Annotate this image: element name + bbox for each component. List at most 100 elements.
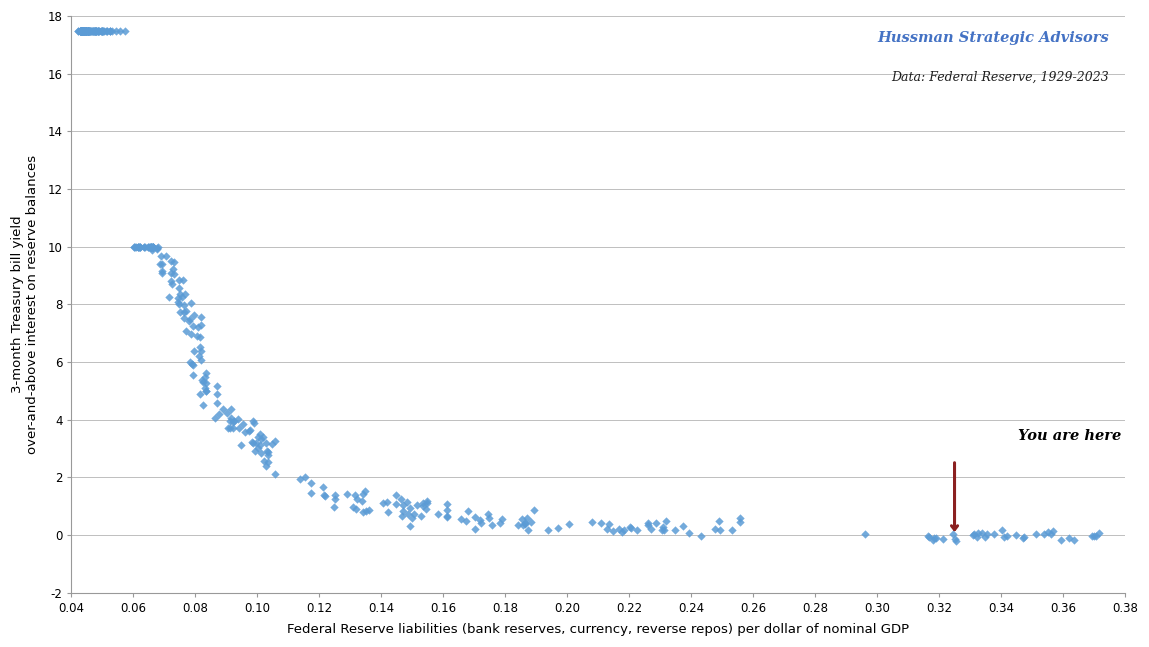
Point — [480, 512, 499, 523]
Point — [408, 499, 426, 510]
Point — [338, 488, 356, 499]
Point — [179, 316, 198, 326]
Point — [248, 432, 267, 443]
Point — [172, 292, 191, 302]
Point — [1007, 531, 1025, 541]
Point — [93, 25, 111, 36]
Point — [394, 505, 412, 516]
Point — [978, 529, 996, 539]
Point — [163, 279, 182, 289]
Point — [438, 505, 456, 515]
Point — [75, 25, 93, 36]
Point — [229, 413, 247, 424]
Point — [348, 494, 367, 505]
Point — [75, 25, 93, 36]
Point — [985, 529, 1003, 539]
Point — [223, 417, 241, 427]
Point — [84, 25, 102, 36]
Point — [88, 25, 107, 36]
Point — [79, 25, 98, 36]
Point — [418, 496, 437, 506]
Point — [373, 498, 392, 509]
Point — [72, 25, 91, 36]
Point — [90, 25, 108, 36]
Point — [393, 510, 411, 521]
Point — [142, 245, 161, 256]
Point — [709, 516, 727, 526]
Point — [72, 25, 91, 36]
Point — [257, 446, 276, 456]
Point — [75, 25, 93, 36]
Point — [74, 25, 92, 36]
Point — [72, 25, 91, 36]
Point — [184, 321, 202, 331]
Point — [175, 307, 193, 318]
Point — [94, 25, 113, 36]
Point — [161, 256, 179, 266]
Point — [144, 241, 162, 252]
Point — [87, 25, 106, 36]
Point — [83, 25, 101, 36]
Point — [69, 25, 87, 36]
Point — [977, 531, 995, 542]
Point — [412, 511, 431, 521]
Point — [924, 534, 942, 545]
Point — [653, 525, 671, 536]
Point — [209, 409, 228, 419]
Point — [116, 25, 134, 36]
Point — [82, 25, 100, 36]
Point — [259, 450, 277, 461]
Y-axis label: 3-month Treasury bill yield
over-and-above interest on reserve balances: 3-month Treasury bill yield over-and-abo… — [11, 155, 39, 454]
Point — [1087, 531, 1105, 541]
Point — [144, 241, 162, 252]
Point — [84, 25, 102, 36]
Point — [856, 529, 874, 540]
Point — [973, 528, 992, 538]
Point — [252, 448, 270, 458]
Point — [592, 518, 610, 528]
Point — [182, 298, 200, 309]
Point — [164, 264, 183, 274]
Point — [192, 355, 210, 365]
Point — [101, 25, 119, 36]
Point — [731, 517, 749, 527]
Point — [170, 300, 188, 310]
Point — [77, 25, 95, 36]
Point — [79, 25, 98, 36]
Point — [267, 435, 285, 446]
Point — [301, 488, 319, 498]
Point — [418, 498, 437, 508]
Point — [148, 242, 167, 252]
Point — [612, 527, 631, 538]
Point — [97, 25, 115, 36]
Point — [1065, 534, 1084, 545]
Point — [250, 439, 269, 450]
Point — [195, 371, 214, 382]
Point — [86, 25, 105, 36]
Point — [456, 516, 475, 527]
Point — [583, 516, 601, 527]
Point — [639, 518, 657, 528]
Point — [75, 25, 93, 36]
Point — [995, 532, 1013, 542]
Point — [69, 25, 87, 36]
Point — [344, 502, 362, 512]
Point — [314, 482, 332, 492]
Point — [673, 520, 692, 531]
Point — [190, 322, 208, 333]
Point — [438, 510, 456, 521]
Point — [153, 259, 171, 269]
Point — [80, 25, 99, 36]
Point — [218, 408, 237, 419]
Point — [347, 503, 365, 514]
Point — [80, 25, 99, 36]
Point — [191, 332, 209, 342]
Point — [256, 461, 275, 471]
Point — [232, 440, 250, 450]
Point — [76, 25, 94, 36]
Point — [90, 25, 108, 36]
Point — [236, 426, 254, 437]
Point — [79, 25, 98, 36]
Point — [255, 456, 273, 466]
Point — [354, 488, 372, 499]
